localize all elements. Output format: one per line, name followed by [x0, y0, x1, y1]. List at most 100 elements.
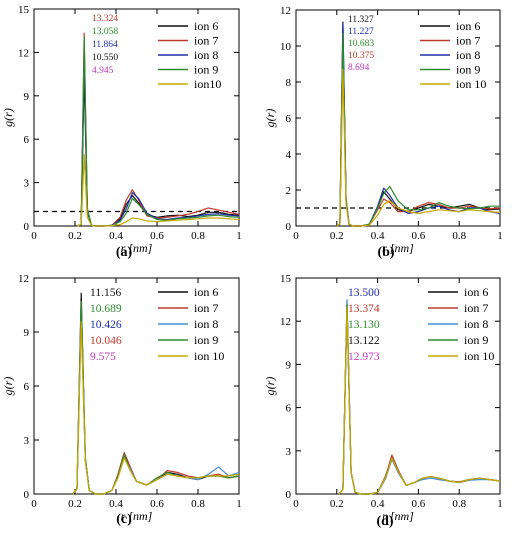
x-tick-label: 0.4	[109, 230, 123, 242]
legend-label: ion 10	[456, 77, 486, 91]
x-tick-label: 0.8	[452, 498, 466, 510]
chart-panel-0: 0 0.2 0.4 0.6 0.8 1 0 3 6 9 12 15 r [nm] g(r) 13.324 13…	[1, 4, 242, 260]
series-line-4	[338, 306, 501, 495]
y-tick-label: 0	[24, 221, 30, 233]
y-tick-label: 15	[18, 4, 30, 16]
x-tick-label: 0.8	[191, 498, 205, 510]
legend-label: ion 6	[194, 285, 218, 299]
x-tick-label: 0.6	[412, 498, 426, 510]
y-tick-label: 4	[286, 149, 292, 161]
y-axis-label: g(r)	[1, 377, 15, 396]
x-tick-label: 0.2	[330, 498, 344, 510]
y-axis-label: g(r)	[263, 377, 277, 396]
panel-caption: (c)	[116, 512, 132, 527]
legend-label: ion 7	[464, 301, 488, 315]
x-tick-label: 0	[293, 498, 299, 510]
x-tick-label: 0.6	[150, 230, 164, 242]
series-line-4	[76, 153, 240, 227]
y-tick-label: 9	[24, 327, 30, 339]
y-tick-label: 6	[286, 113, 292, 125]
y-tick-label: 12	[280, 316, 291, 328]
panel-caption: (b)	[377, 245, 394, 260]
y-tick-label: 10	[280, 41, 292, 53]
y-tick-label: 9	[286, 359, 292, 371]
peak-value-label: 13.058	[92, 27, 118, 37]
x-tick-label: 0.4	[371, 230, 385, 242]
y-tick-label: 0	[286, 489, 292, 501]
peak-value-label: 13.374	[348, 303, 380, 315]
peak-value-label: 11.227	[348, 27, 374, 37]
plot-frame	[33, 8, 240, 227]
y-tick-label: 3	[24, 435, 30, 447]
x-tick-label: 1	[236, 498, 242, 510]
x-axis-label: r [nm]	[121, 509, 153, 523]
panel-caption: (d)	[376, 514, 393, 529]
peak-value-label: 11.864	[92, 40, 118, 50]
panel-caption: (a)	[116, 245, 133, 260]
legend-label: ion 6	[194, 19, 218, 33]
legend-label: ion 9	[456, 63, 480, 77]
x-tick-label: 1	[236, 230, 242, 242]
legend-label: ion 9	[194, 333, 218, 347]
legend-label: ion10	[194, 77, 221, 91]
y-tick-label: 0	[24, 489, 30, 501]
legend-label: ion 8	[464, 317, 488, 331]
peak-value-label: 10.550	[92, 53, 118, 63]
y-tick-label: 12	[18, 273, 29, 285]
y-tick-label: 9	[24, 91, 30, 103]
peak-value-label: 13.122	[348, 335, 380, 347]
y-tick-label: 6	[24, 381, 30, 393]
x-tick-label: 0.6	[150, 498, 164, 510]
peak-value-label: 13.500	[348, 287, 380, 299]
legend-label: ion 10	[194, 349, 224, 363]
peak-value-label: 13.324	[92, 14, 118, 24]
peak-value-label: 10.046	[90, 335, 122, 347]
peak-value-label: 13.130	[348, 319, 380, 331]
y-tick-label: 6	[286, 403, 292, 415]
x-tick-label: 0	[293, 230, 299, 242]
legend-label: ion 10	[464, 349, 494, 363]
series-line-0	[76, 72, 240, 227]
y-axis-label: g(r)	[263, 109, 277, 128]
x-tick-label: 0.8	[191, 230, 205, 242]
peak-value-label: 4.945	[92, 66, 114, 76]
peak-value-label: 12.973	[348, 351, 380, 363]
y-tick-label: 3	[286, 446, 292, 458]
x-tick-label: 0.4	[109, 498, 123, 510]
x-tick-label: 0.4	[371, 498, 385, 510]
plot-frame	[295, 277, 501, 495]
series-line-3	[76, 36, 240, 227]
x-tick-label: 0	[31, 498, 37, 510]
peak-value-label: 11.327	[348, 15, 374, 25]
series-line-4	[72, 321, 240, 495]
y-tick-label: 6	[24, 134, 30, 146]
peak-value-label: 11.156	[90, 287, 121, 299]
x-tick-label: 0.2	[68, 230, 82, 242]
series-line-4	[336, 68, 501, 227]
legend-label: ion 6	[464, 285, 488, 299]
legend-label: ion 7	[194, 301, 218, 315]
x-tick-label: 0	[31, 230, 37, 242]
y-tick-label: 12	[280, 5, 291, 17]
legend-label: ion 7	[194, 34, 218, 48]
peak-value-label: 10.426	[90, 319, 122, 331]
y-tick-label: 2	[286, 185, 292, 197]
x-tick-label: 0.6	[412, 230, 426, 242]
legend-label: ion 6	[456, 19, 480, 33]
y-tick-label: 0	[286, 221, 292, 233]
peak-value-label: 10.375	[348, 51, 374, 61]
x-tick-label: 0.8	[452, 230, 466, 242]
peak-value-label: 10.683	[348, 39, 374, 49]
y-tick-label: 12	[18, 47, 29, 59]
x-axis-label: r [nm]	[382, 509, 414, 523]
y-tick-label: 15	[280, 273, 292, 285]
legend-label: ion 8	[194, 317, 218, 331]
legend-label: ion 8	[456, 48, 480, 62]
legend-label: ion 7	[456, 34, 480, 48]
y-tick-label: 3	[24, 178, 30, 190]
peak-value-label: 9.575	[90, 351, 116, 363]
x-tick-label: 1	[497, 230, 503, 242]
x-axis-label: r [nm]	[382, 241, 414, 255]
